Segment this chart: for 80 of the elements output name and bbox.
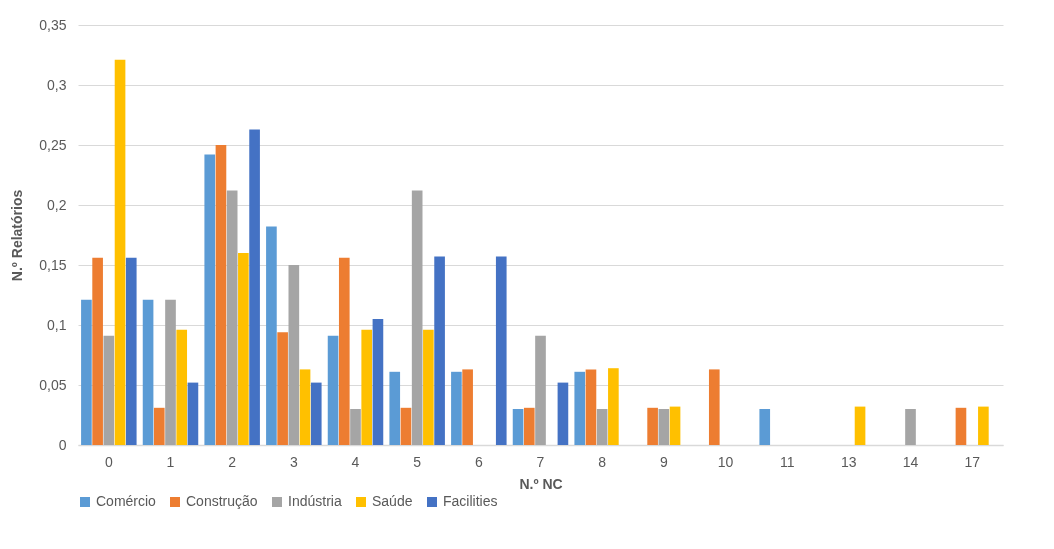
bar	[596, 409, 608, 445]
bar	[92, 257, 103, 445]
bar	[153, 407, 165, 445]
y-tick-label: 0,25	[39, 136, 67, 153]
bar	[535, 335, 546, 445]
bar	[557, 382, 569, 445]
bar	[277, 332, 288, 445]
bar	[411, 190, 423, 445]
x-tick-label: 2	[228, 453, 237, 470]
y-tick-label: 0,35	[39, 16, 67, 33]
bar	[523, 407, 535, 445]
bar	[759, 409, 771, 445]
x-tick-label: 4	[351, 453, 360, 470]
bar	[361, 329, 373, 445]
y-tick-label: 0,3	[47, 76, 67, 93]
bar	[204, 154, 216, 445]
bar	[238, 253, 249, 445]
x-axis-title: N.º NC	[519, 475, 563, 492]
bar	[226, 190, 238, 445]
bar	[125, 257, 137, 445]
x-tick-label: 8	[598, 453, 607, 470]
y-tick-label: 0,1	[47, 316, 67, 333]
bar	[669, 406, 681, 445]
x-tick-label: 5	[413, 453, 422, 470]
legend-label: Facilities	[443, 493, 498, 509]
x-tick-label: 6	[474, 453, 483, 470]
y-tick-label: 0	[58, 436, 67, 453]
x-tick-label: 17	[964, 453, 981, 470]
legend-label: Saúde	[372, 493, 413, 509]
x-tick-label: 3	[289, 453, 298, 470]
bar	[299, 369, 311, 445]
bar	[372, 319, 384, 445]
bar	[187, 382, 199, 445]
x-tick-label: 10	[717, 453, 734, 470]
legend-label: Construção	[186, 493, 258, 509]
bar	[310, 382, 322, 445]
x-tick-label: 14	[902, 453, 919, 470]
bar	[350, 409, 361, 445]
bar	[955, 407, 967, 445]
legend-label: Indústria	[288, 493, 342, 509]
bar	[327, 335, 339, 445]
legend-label: Comércio	[96, 493, 157, 509]
bar	[249, 129, 260, 445]
bar	[462, 369, 473, 445]
bar	[288, 265, 300, 445]
bar	[423, 329, 434, 445]
bar	[114, 59, 126, 445]
bar	[142, 299, 154, 445]
bar	[585, 369, 597, 445]
bar	[451, 371, 462, 445]
bar	[647, 407, 658, 445]
x-tick-label: 13	[841, 453, 857, 470]
bar	[978, 406, 989, 445]
bar	[434, 256, 445, 445]
bar	[389, 371, 401, 445]
x-tick-label: 1	[166, 453, 175, 470]
bar	[338, 257, 350, 445]
x-tick-label: 11	[779, 453, 795, 470]
bar	[854, 406, 866, 445]
bar	[574, 371, 586, 445]
bar	[905, 409, 916, 445]
bar	[608, 368, 619, 445]
bar	[215, 145, 227, 445]
y-tick-label: 0,2	[47, 196, 67, 213]
bar	[708, 369, 720, 445]
bar	[658, 409, 670, 445]
x-tick-label: 9	[659, 453, 668, 470]
bar	[165, 299, 176, 445]
y-axis-title: N.º Relatórios	[9, 189, 26, 282]
bar	[400, 407, 412, 445]
bar	[81, 299, 92, 445]
bar	[103, 335, 115, 445]
bar	[495, 256, 507, 445]
bar	[266, 226, 277, 445]
y-tick-label: 0,15	[39, 256, 67, 273]
bar	[512, 409, 524, 445]
x-tick-label: 0	[104, 453, 113, 470]
x-tick-label: 7	[536, 453, 545, 470]
y-tick-label: 0,05	[39, 376, 67, 393]
bar	[176, 329, 188, 445]
